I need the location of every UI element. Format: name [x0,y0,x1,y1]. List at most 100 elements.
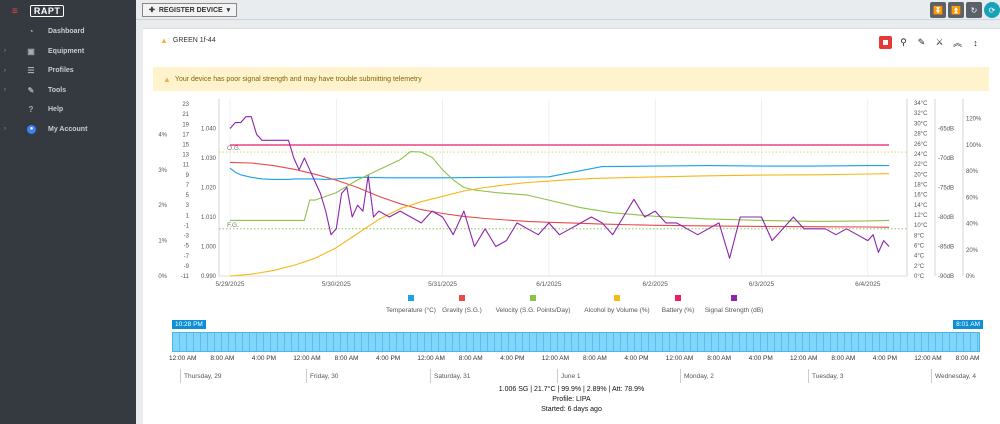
temperature-axis-tick: 34°C [914,101,928,107]
gravity-axis-tick: 1.020 [201,186,217,192]
alert-text: Your device has poor signal strength and… [174,75,422,83]
device-card-header: ▲ GREEN 1f-44 ⚲ ✎ ⚔ ︽ ↕ [143,29,1000,57]
temperature-axis-tick: 30°C [914,121,928,127]
legend-label-temperature[interactable]: Temperature (°C) [386,306,436,314]
x-tick-label: 5/30/2025 [322,281,351,288]
resize-vertical-icon[interactable]: ↕ [973,37,978,48]
expand-all-icon[interactable]: ⏫ [948,2,964,18]
timeline-hour-label: 4:00 PM [251,355,277,362]
signal-axis-tick: -75dB [938,186,954,192]
sidebar-item-help[interactable]: ? Help [0,100,136,120]
timeline-hour-label: 12:00 AM [790,355,818,362]
no-alerts-icon[interactable]: ⚔ [935,37,944,47]
timeline-hour-label: 4:00 PM [872,355,898,362]
timeline-start-badge: 10:28 PM [172,320,206,329]
device-title[interactable]: ▲ GREEN 1f-44 [160,36,216,45]
signal-warning-alert: ▲ Your device has poor signal strength a… [153,67,989,91]
abv-axis-tick: 2% [158,203,167,209]
temperature-axis-tick: 4°C [914,254,925,260]
series-line-temperature [229,165,890,180]
timeline-day-label: Friday, 30 [310,373,339,380]
timeline-day-label: June 1 [561,373,581,380]
sidebar-item-tools[interactable]: › ✎ Tools [0,81,136,101]
abv-axis-tick: 1% [158,239,167,245]
velocity-axis-tick: 11 [183,163,190,169]
battery-axis-tick: 60% [966,195,979,201]
stop-button[interactable] [879,36,892,49]
sidebar-item-label: Dashboard [48,28,85,36]
legend-swatch-velocity[interactable] [530,295,536,301]
legend-label-abv[interactable]: Alcohol by Volume (%) [584,307,649,314]
reference-label: F.G. [227,222,239,229]
help-icon: ? [28,105,34,115]
legend-label-battery[interactable]: Battery (%) [662,307,695,314]
battery-axis-tick: 40% [966,222,979,228]
collapse-all-icon[interactable]: ⏬ [930,2,946,18]
timeline-hour-label: 8:00 AM [831,355,856,362]
legend-swatch-gravity[interactable] [459,295,465,301]
edit-icon[interactable]: ✎ [917,37,926,47]
timeline-hour-label: 12:00 AM [541,355,570,362]
velocity-axis-tick: 23 [182,102,189,108]
timeline-day-separator [557,369,558,383]
legend-swatch-battery[interactable] [675,295,681,301]
sync-icon[interactable]: ⟳ [984,2,1000,18]
temperature-axis-tick: 32°C [914,111,928,117]
velocity-axis-tick: 19 [182,122,189,128]
sidebar-item-label: Equipment [48,47,85,55]
legend-swatch-temperature[interactable] [408,295,414,301]
list-icon: ☰ [27,66,35,76]
temperature-axis-tick: 0°C [914,274,925,280]
x-tick-label: 5/31/2025 [428,281,457,288]
series-line-velocity [230,151,890,222]
telemetry-chart: 5/29/2025 5/30/2025 5/31/2025 6/1/2025 6/2/2… [158,99,982,314]
abv-axis-tick: 4% [158,132,167,138]
velocity-axis-tick: 21 [182,112,189,118]
plus-icon: ✚ [149,7,155,14]
sidebar-item-label: My Account [48,125,88,133]
x-tick-label: 6/3/2025 [749,281,775,288]
sidebar-brand: ≡ RAPT [0,0,136,22]
dashboard-icon: ◔ [28,27,34,37]
velocity-axis-tick: 5 [186,193,190,199]
rapt-logo[interactable]: RAPT [29,5,65,17]
timeline-day-separator [931,369,932,383]
temperature-axis-tick: 24°C [914,152,928,158]
sidebar-item-my-account[interactable]: › ● My Account [0,120,136,140]
timeline-hour-label: 12:00 AM [914,355,942,362]
timeline-range-bar[interactable] [172,332,980,352]
signal-axis-tick: -70dB [938,156,954,162]
temperature-axis-tick: 22°C [914,162,928,168]
x-tick-label: 5/29/2025 [216,281,245,288]
battery-axis-tick: 80% [966,169,979,175]
legend-label-gravity[interactable]: Gravity (S.G.) [442,307,482,314]
legend-swatch-abv[interactable] [614,295,620,301]
wrench-icon: ✎ [27,85,35,95]
device-stats: 1.006 SG | 21.7°C | 99.9% | 2.89% | Att:… [143,385,1000,415]
battery-axis-tick: 20% [966,248,979,254]
legend-label-velocity[interactable]: Velocity (S.G. Points/Day) [496,307,571,314]
legend-label-signal[interactable]: Signal Strength (dB) [705,307,764,314]
gravity-axis-tick: 0.990 [201,274,217,280]
velocity-axis-tick: 17 [182,132,189,138]
x-tick-label: 6/4/2025 [855,281,881,288]
timeline-hour-label: 12:00 AM [169,355,197,362]
timeline-hour-label: 4:00 PM [624,355,649,362]
gravity-axis-tick: 1.000 [201,245,217,251]
legend-swatch-signal[interactable] [731,295,737,301]
sidebar-item-profiles[interactable]: › ☰ Profiles [0,61,136,81]
hamburger-menu-icon[interactable]: ≡ [12,5,18,17]
timeline-day-label: Wednesday, 4 [935,373,976,380]
search-icon[interactable]: ⚲ [900,37,907,47]
velocity-axis-tick: 15 [182,143,189,149]
sidebar-item-dashboard[interactable]: ◔ Dashboard [0,22,136,42]
sidebar-item-equipment[interactable]: › ▣ Equipment [0,42,136,62]
chevrons-up-icon[interactable]: ︽ [952,38,962,48]
velocity-axis-tick: -1 [184,223,190,229]
signal-axis-tick: -90dB [938,274,954,280]
register-device-button[interactable]: ✚ REGISTER DEVICE ▾ [142,3,238,17]
timeline-day-separator [430,369,431,383]
velocity-axis-tick: 3 [186,203,190,209]
refresh-icon[interactable]: ↻ [966,2,982,18]
stats-profile: Profile: LIPA [552,396,591,403]
